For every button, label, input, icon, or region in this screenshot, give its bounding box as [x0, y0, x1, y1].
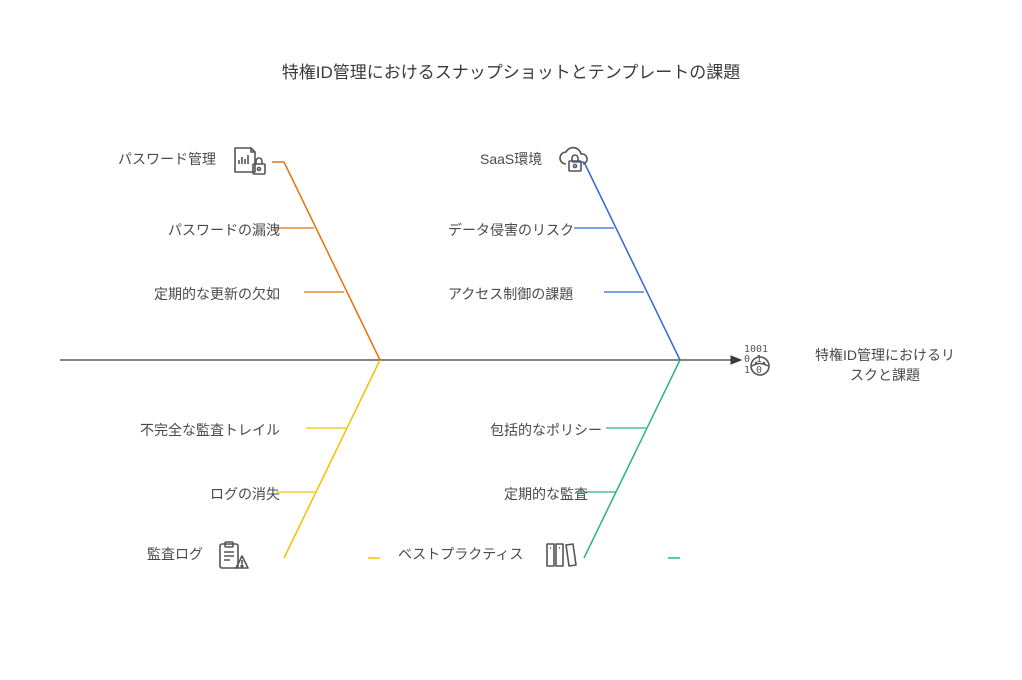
clipboard-alert-icon [216, 540, 252, 572]
item-label-bestpractice-0: 包括的なポリシー [490, 420, 602, 440]
item-label-audit-1: ログの消失 [210, 484, 280, 504]
conclusion-label: 特権ID管理におけるリ スクと課題 [800, 346, 970, 385]
category-label-password: パスワード管理 [118, 149, 216, 169]
item-label-saas-1: アクセス制御の課題 [448, 284, 573, 304]
doc-lock-icon [232, 146, 268, 176]
bone-bestpractice [584, 360, 680, 558]
bone-password [284, 162, 380, 360]
item-label-password-0: パスワードの漏洩 [168, 220, 280, 240]
category-label-audit: 監査ログ [147, 544, 203, 564]
books-icon [544, 540, 580, 570]
cloud-lock-icon [556, 146, 592, 176]
category-label-saas: SaaS環境 [480, 149, 542, 169]
bone-saas [584, 162, 680, 360]
item-label-password-1: 定期的な更新の欠如 [154, 284, 280, 304]
binary-data-icon: 1001 0 1 1 0 [744, 340, 788, 380]
conclusion-line2: スクと課題 [850, 367, 920, 383]
item-label-audit-0: 不完全な監査トレイル [140, 420, 280, 440]
bone-audit [284, 360, 380, 558]
item-label-saas-0: データ侵害のリスク [448, 220, 574, 240]
fishbone-svg [0, 0, 1022, 680]
conclusion-line1: 特権ID管理におけるリ [815, 347, 955, 363]
item-label-bestpractice-1: 定期的な監査 [504, 484, 588, 504]
category-label-bestpractice: ベストプラクティス [398, 544, 523, 564]
